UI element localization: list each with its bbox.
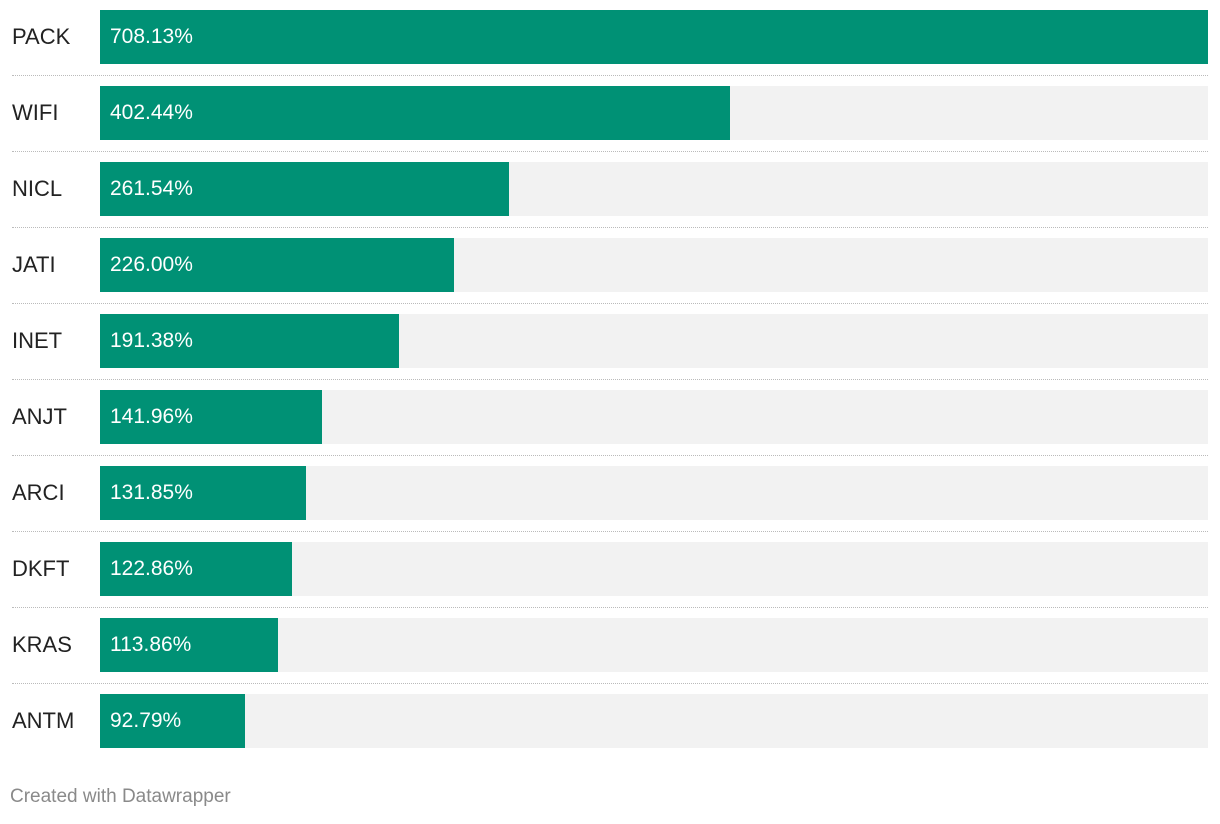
bar-track: 261.54%: [100, 162, 1208, 216]
value-label: 191.38%: [110, 329, 193, 352]
bar-row: ARCI 131.85%: [0, 466, 1220, 520]
bar: [100, 466, 306, 520]
bar: [100, 314, 399, 368]
bar-track: 122.86%: [100, 542, 1208, 596]
bar-chart: PACK 708.13% WIFI 402.44% NICL 261.54% JATI 226…: [0, 10, 1220, 748]
category-label: INET: [12, 328, 63, 353]
bar: [100, 618, 278, 672]
bar-track: 191.38%: [100, 314, 1208, 368]
bar: [100, 238, 454, 292]
row-divider: [12, 455, 1208, 456]
bar: [100, 542, 292, 596]
bar-row: DKFT 122.86%: [0, 542, 1220, 596]
row-divider: [12, 379, 1208, 380]
row-divider: [12, 151, 1208, 152]
value-label: 122.86%: [110, 557, 193, 580]
value-label: 402.44%: [110, 101, 193, 124]
bar: [100, 162, 509, 216]
value-label: 141.96%: [110, 405, 193, 428]
row-divider: [12, 303, 1208, 304]
bar: [100, 694, 245, 748]
bar-track: 141.96%: [100, 390, 1208, 444]
category-label: DKFT: [12, 556, 70, 581]
value-label: 131.85%: [110, 481, 193, 504]
bar-track: 131.85%: [100, 466, 1208, 520]
category-label: KRAS: [12, 632, 72, 657]
credit-footer: Created with Datawrapper: [10, 786, 231, 807]
category-label: ANJT: [12, 404, 67, 429]
bar-row: KRAS 113.86%: [0, 618, 1220, 672]
row-divider: [12, 227, 1208, 228]
bar-track: 708.13%: [100, 10, 1208, 64]
row-divider: [12, 607, 1208, 608]
row-divider: [12, 75, 1208, 76]
bar-row: ANJT 141.96%: [0, 390, 1220, 444]
value-label: 708.13%: [110, 25, 193, 48]
bar-track: 226.00%: [100, 238, 1208, 292]
category-label: NICL: [12, 176, 63, 201]
bar-row: PACK 708.13%: [0, 10, 1220, 64]
bar: [100, 10, 1208, 64]
bar-row: JATI 226.00%: [0, 238, 1220, 292]
bar-row: INET 191.38%: [0, 314, 1220, 368]
category-label: PACK: [12, 24, 71, 49]
row-divider: [12, 531, 1208, 532]
category-label: JATI: [12, 252, 56, 277]
bar: [100, 390, 322, 444]
bar-row: ANTM 92.79%: [0, 694, 1220, 748]
bar-track: 113.86%: [100, 618, 1208, 672]
value-label: 261.54%: [110, 177, 193, 200]
bar: [100, 86, 730, 140]
category-label: WIFI: [12, 100, 59, 125]
row-divider: [12, 683, 1208, 684]
bar-track: 402.44%: [100, 86, 1208, 140]
value-label: 92.79%: [110, 709, 182, 732]
category-label: ARCI: [12, 480, 65, 505]
value-label: 226.00%: [110, 253, 193, 276]
bar-track: 92.79%: [100, 694, 1208, 748]
bar-row: NICL 261.54%: [0, 162, 1220, 216]
bar-row: WIFI 402.44%: [0, 86, 1220, 140]
category-label: ANTM: [12, 708, 75, 733]
value-label: 113.86%: [110, 633, 192, 656]
